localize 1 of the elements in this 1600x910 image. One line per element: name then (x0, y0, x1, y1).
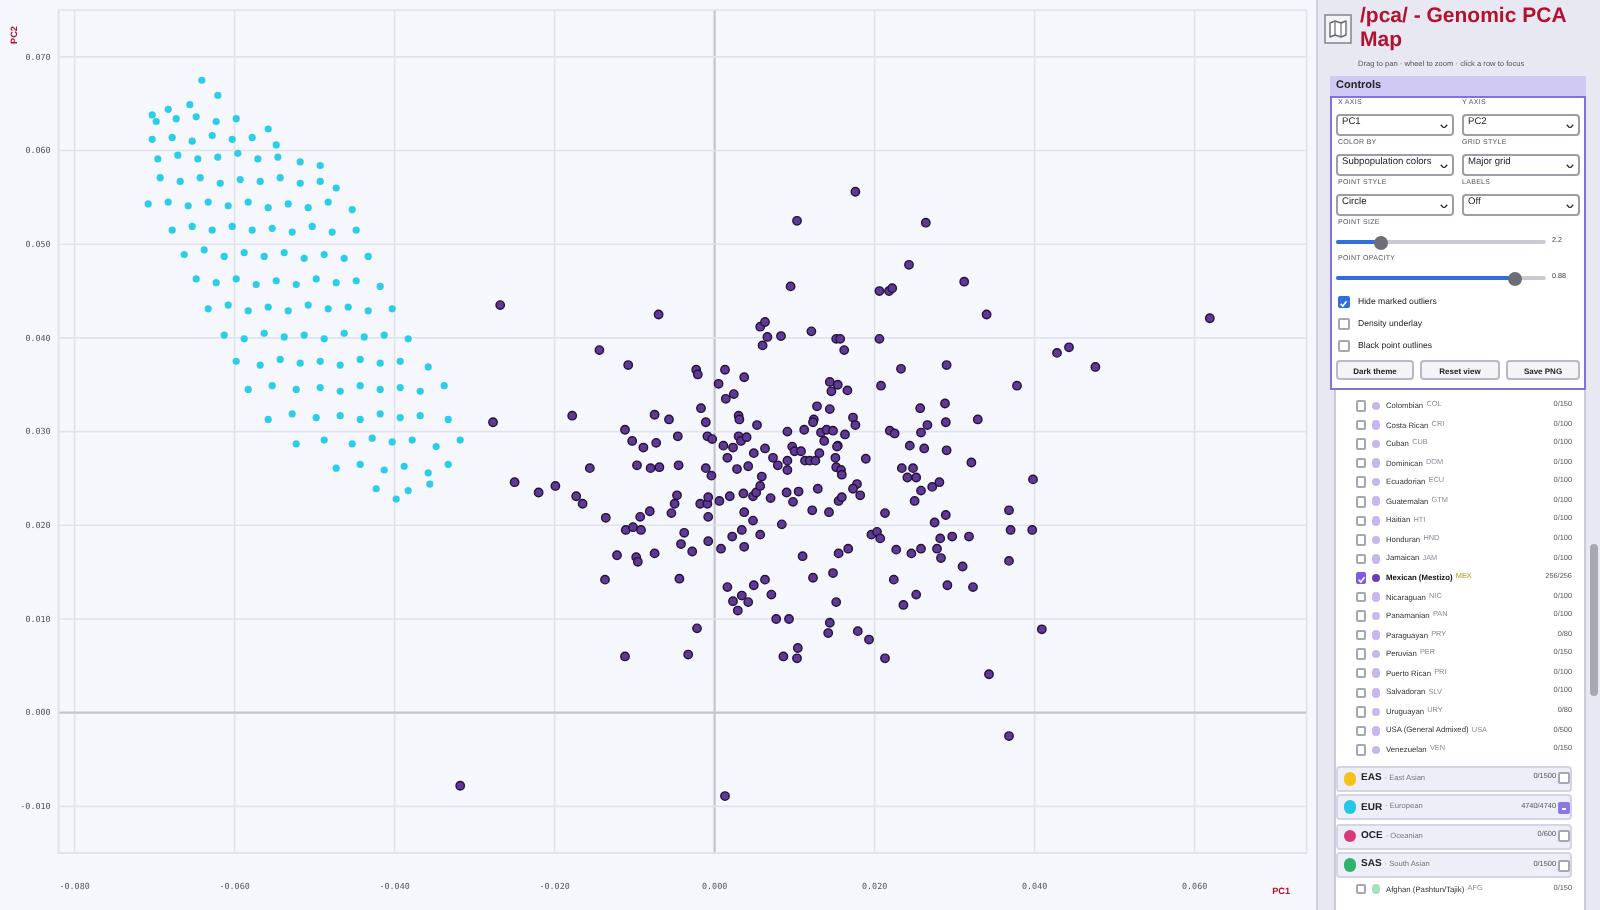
text: /pca/ - Genomic PCA Map (1360, 4, 1568, 52)
